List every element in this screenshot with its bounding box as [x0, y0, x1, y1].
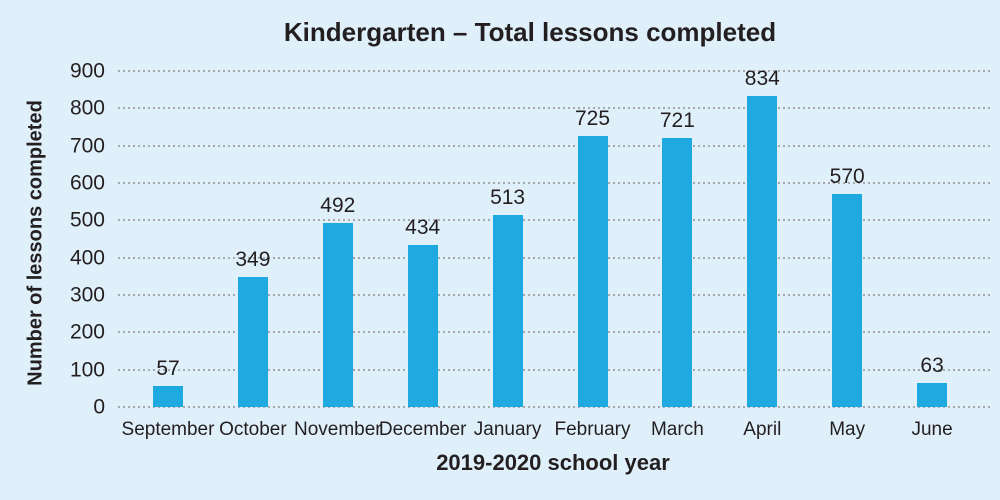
- bar: [492, 215, 523, 407]
- y-tick-label: 900: [69, 59, 105, 83]
- grid-line: [118, 294, 990, 296]
- x-tick-label: October: [219, 419, 287, 440]
- x-tick-label: September: [121, 419, 215, 440]
- grid-line: [118, 70, 990, 72]
- bar-value-label: 721: [659, 109, 695, 132]
- bar-value-label: 570: [829, 165, 865, 188]
- y-tick-label: 200: [69, 320, 105, 344]
- bar: [322, 223, 353, 407]
- y-tick-label: 700: [69, 134, 105, 158]
- x-tick-label: March: [650, 419, 704, 440]
- bar: [153, 386, 183, 407]
- grid-line: [118, 331, 990, 334]
- bar: [407, 245, 438, 407]
- y-tick-label: 100: [69, 358, 105, 382]
- bar: [747, 96, 778, 407]
- grid-line: [118, 406, 990, 408]
- bar-value-label: 349: [235, 248, 271, 271]
- bar: [832, 194, 863, 407]
- x-tick-label: February: [554, 419, 631, 440]
- bar: [577, 136, 608, 407]
- y-tick-label: 600: [69, 171, 105, 195]
- bar: [237, 277, 268, 407]
- grid-line: [118, 368, 990, 371]
- bar-value-label: 725: [574, 107, 611, 130]
- bar-value-label: 57: [156, 357, 180, 380]
- grid-line: [118, 219, 990, 222]
- x-axis-title: 2019-2020 school year: [436, 450, 670, 475]
- y-tick-label: 500: [69, 208, 105, 232]
- x-tick-label: December: [378, 419, 467, 440]
- y-tick-label: 0: [93, 395, 105, 419]
- bar: [917, 383, 948, 407]
- bar-value-label: 513: [490, 186, 526, 209]
- bar-value-label: 834: [744, 67, 780, 90]
- y-tick-label: 400: [69, 246, 105, 270]
- y-tick-label: 300: [69, 283, 105, 307]
- plot-area: 57 September 349 October 492 November 434 Decem…: [118, 67, 990, 440]
- grid-line: [118, 256, 990, 259]
- bar: [662, 138, 693, 407]
- chart-title: Kindergarten – Total lessons completed: [283, 17, 777, 47]
- y-tick-label: 800: [69, 96, 105, 120]
- x-tick-label: January: [473, 419, 542, 440]
- bar-value-label: 63: [920, 354, 944, 377]
- x-tick-label: June: [911, 419, 953, 440]
- grid-line: [118, 182, 990, 184]
- grid-line: [118, 107, 990, 110]
- x-tick-label: November: [293, 419, 382, 440]
- bar-value-label: 434: [405, 216, 441, 239]
- bar-value-label: 492: [320, 194, 356, 217]
- grid-line: [118, 144, 990, 147]
- y-axis-ticks: 0 100 200 300 400 500 600 700 800 900: [0, 61, 105, 418]
- x-tick-label: May: [829, 419, 866, 440]
- x-tick-label: April: [743, 419, 782, 440]
